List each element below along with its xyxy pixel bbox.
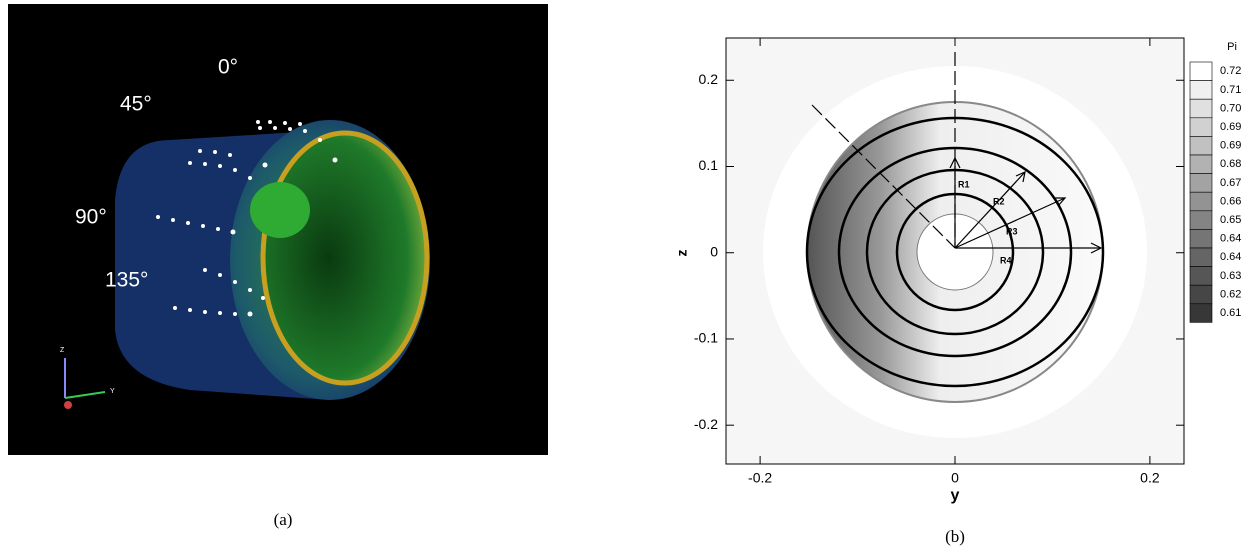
nacelle-lip	[263, 133, 427, 383]
radius-label: R2	[993, 196, 1005, 206]
legend-swatch	[1190, 174, 1212, 193]
legend-label: 0.62	[1220, 288, 1241, 300]
legend-label: 0.69	[1220, 121, 1241, 133]
legend-swatch	[1190, 211, 1212, 230]
spinner	[250, 182, 310, 238]
x-tick-label: 0	[951, 470, 959, 486]
legend-swatch	[1190, 99, 1212, 118]
radius-label: R4	[1000, 255, 1012, 265]
legend-swatch	[1190, 267, 1212, 286]
legend-label: 0.71	[1220, 84, 1241, 96]
figure: 0° 45° 90° 135° Z Y (a) R1 R2 R	[0, 0, 1260, 552]
legend-label: 0.66	[1220, 195, 1241, 207]
legend-swatch	[1190, 192, 1212, 211]
legend-label: 0.70	[1220, 102, 1241, 114]
legend-swatch	[1190, 155, 1212, 174]
legend-swatch	[1190, 118, 1212, 137]
x-tick-label: 0.2	[1140, 470, 1160, 486]
caption: (a)	[274, 510, 293, 529]
angle-label: 45°	[120, 93, 152, 116]
radius-label: R1	[958, 179, 970, 189]
triad-label: Y	[110, 388, 115, 395]
y-tick-label: 0	[710, 243, 718, 259]
y-tick-label: -0.1	[694, 330, 718, 346]
angle-label: 135°	[105, 269, 148, 292]
legend-label: 0.67	[1220, 177, 1241, 189]
y-axis-label: z	[674, 250, 690, 257]
legend-label: 0.69	[1220, 140, 1241, 152]
angle-label: 90°	[75, 206, 107, 229]
panel-a: 0° 45° 90° 135° Z Y (a)	[8, 4, 548, 529]
legend-label: 0.64	[1220, 233, 1241, 245]
legend-label: 0.63	[1220, 270, 1241, 282]
legend-swatch	[1190, 248, 1212, 267]
radius-label: R3	[1006, 226, 1018, 236]
legend-label: 0.64	[1220, 251, 1241, 263]
y-tick-label: 0.1	[699, 157, 719, 173]
legend-swatch	[1190, 81, 1212, 100]
legend-label: 0.68	[1220, 158, 1241, 170]
panel-b: R1 R2 R3 R4 y z Pi (b) -0.2 0 0.2 -0.2 -0.1 0…	[674, 38, 1242, 546]
legend-swatch	[1190, 136, 1212, 155]
legend-label: 0.65	[1220, 214, 1241, 226]
x-tick-label: -0.2	[748, 470, 772, 486]
legend-swatch	[1190, 285, 1212, 304]
legend-label: 0.72	[1220, 65, 1241, 77]
legend-label: 0.61	[1220, 307, 1241, 319]
legend-swatch	[1190, 62, 1212, 81]
x-axis-label: y	[951, 487, 960, 504]
legend-swatch	[1190, 229, 1212, 248]
triad-label: Z	[60, 347, 65, 354]
y-tick-label: 0.2	[699, 71, 719, 87]
figure-svg: 0° 45° 90° 135° Z Y (a) R1 R2 R	[0, 0, 1260, 552]
legend-title: Pi	[1227, 41, 1237, 53]
angle-label: 0°	[218, 56, 238, 79]
caption: (b)	[945, 527, 965, 546]
y-tick-label: -0.2	[694, 416, 718, 432]
legend-swatch	[1190, 304, 1212, 323]
